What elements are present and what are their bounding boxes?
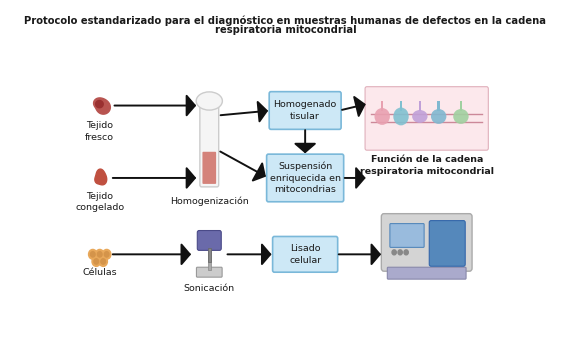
Polygon shape [94,98,110,114]
Text: Homogenización: Homogenización [170,197,248,206]
FancyBboxPatch shape [381,214,472,271]
FancyBboxPatch shape [429,220,465,266]
FancyBboxPatch shape [269,92,341,129]
FancyBboxPatch shape [390,224,424,247]
Text: Lisado
celular: Lisado celular [289,244,321,265]
Text: Homogenado
tisular: Homogenado tisular [274,100,337,121]
Ellipse shape [375,108,390,125]
FancyBboxPatch shape [196,267,222,277]
Circle shape [101,259,106,264]
Text: Células: Células [82,268,117,277]
Circle shape [98,252,102,257]
Bar [208,248,211,262]
Bar [419,101,421,110]
Text: Tejido
fresco: Tejido fresco [85,121,114,141]
Text: respiratoria mitocondrial: respiratoria mitocondrial [215,25,356,35]
Bar [400,101,403,110]
Ellipse shape [196,92,222,110]
Circle shape [104,252,109,257]
FancyBboxPatch shape [198,230,222,250]
Polygon shape [95,169,107,185]
Circle shape [99,257,107,266]
Circle shape [398,250,403,255]
Bar [381,101,384,110]
FancyBboxPatch shape [272,236,337,272]
Text: Protocolo estandarizado para el diagnóstico en muestras humanas de defectos en l: Protocolo estandarizado para el diagnóst… [25,15,546,26]
FancyBboxPatch shape [365,87,488,150]
Text: Suspensión
enriquecida en
mitocondrias: Suspensión enriquecida en mitocondrias [270,162,341,194]
Circle shape [92,257,100,266]
FancyBboxPatch shape [387,267,466,279]
Circle shape [90,252,95,257]
FancyBboxPatch shape [203,152,216,184]
Circle shape [392,250,396,255]
Bar [460,101,462,110]
Text: Tejido
congelado: Tejido congelado [75,192,124,212]
Circle shape [102,249,111,259]
Circle shape [404,250,408,255]
Bar [437,101,440,110]
FancyBboxPatch shape [200,104,219,187]
Circle shape [89,249,97,259]
Polygon shape [96,100,103,108]
Text: Sonicación: Sonicación [184,284,235,293]
Text: Función de la cadena
respiratoria mitocondrial: Función de la cadena respiratoria mitoco… [360,155,494,176]
Circle shape [95,249,104,259]
Ellipse shape [393,108,409,125]
Bar [208,244,211,270]
FancyBboxPatch shape [267,154,344,202]
Ellipse shape [453,109,469,124]
Ellipse shape [431,109,447,124]
Ellipse shape [412,110,428,123]
Circle shape [94,259,99,264]
